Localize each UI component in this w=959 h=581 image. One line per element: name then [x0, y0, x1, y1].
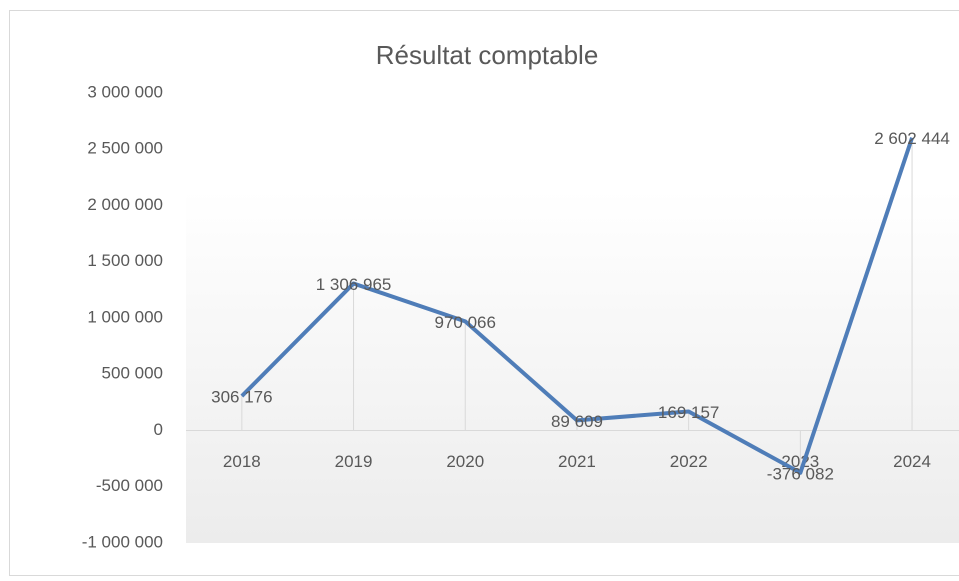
data-label: 89 609: [551, 412, 603, 431]
data-label: 970 066: [435, 313, 496, 332]
data-label: 2 602 444: [874, 129, 950, 148]
x-tick-label: 2024: [893, 452, 931, 471]
data-label: 306 176: [211, 388, 272, 407]
x-tick-label: 2019: [335, 452, 373, 471]
plot-background: [186, 190, 959, 543]
x-tick-label: 2018: [223, 452, 261, 471]
data-label: -376 082: [767, 464, 834, 483]
y-tick-label: -500 000: [96, 476, 163, 495]
x-tick-label: 2020: [446, 452, 484, 471]
y-tick-label: 0: [154, 420, 163, 439]
x-tick-label: 2021: [558, 452, 596, 471]
line-series: [240, 137, 914, 475]
x-tick-label: 2022: [670, 452, 708, 471]
y-tick-label: 500 000: [102, 364, 163, 383]
chart-title: Résultat comptable: [376, 40, 599, 70]
y-tick-label: 3 000 000: [87, 82, 163, 101]
data-label: 1 306 965: [316, 275, 392, 294]
y-tick-label: 2 500 000: [87, 139, 163, 158]
data-label: 169 157: [658, 403, 719, 422]
y-tick-label: 2 000 000: [87, 195, 163, 214]
y-tick-label: -1 000 000: [82, 532, 163, 551]
y-tick-label: 1 000 000: [87, 307, 163, 326]
y-tick-label: 1 500 000: [87, 251, 163, 270]
